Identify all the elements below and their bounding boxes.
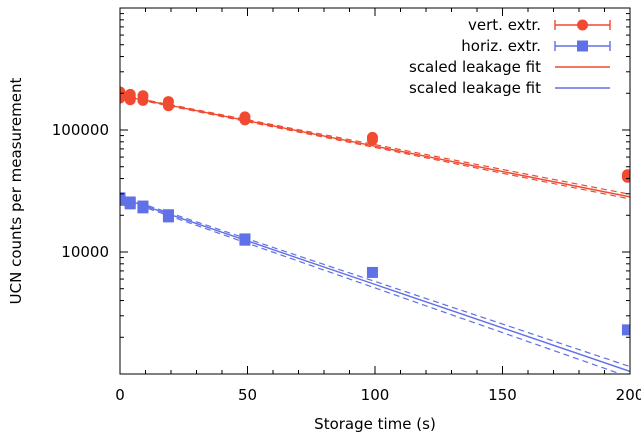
plot-area: [120, 86, 630, 374]
plot-frame: [119, 7, 631, 375]
data-point-circle: [162, 100, 174, 112]
data-point-square: [137, 202, 149, 214]
data-point-circle: [124, 94, 136, 106]
axis-ticks: 0 50 100 150 200 10000 100000: [52, 8, 641, 404]
legend-label: scaled leakage fit: [409, 58, 541, 76]
data-point-circle: [137, 94, 149, 106]
legend-label: horiz. extr.: [461, 37, 541, 55]
data-point-square: [239, 234, 251, 246]
y-tick-label: 100000: [52, 121, 109, 139]
fit-band-upper: [120, 195, 630, 368]
data-point-square: [366, 266, 378, 278]
legend: vert. extr. horiz. extr. scaled leakage fi…: [409, 16, 611, 97]
data-point-circle: [366, 134, 378, 146]
x-tick-label: 50: [238, 386, 257, 404]
data-point-square: [162, 211, 174, 223]
data-point-square: [120, 194, 126, 206]
fit-band-lower: [120, 198, 623, 374]
y-tick-label: 10000: [61, 243, 109, 261]
x-tick-label: 150: [488, 386, 517, 404]
data-point-circle: [621, 171, 630, 183]
data-point-circle: [239, 114, 251, 126]
fit-line-center: [120, 196, 630, 373]
data-point-square: [124, 198, 136, 210]
legend-label: scaled leakage fit: [409, 79, 541, 97]
x-tick-label: 0: [115, 386, 125, 404]
legend-marker-square: [577, 40, 588, 52]
legend-marker-circle: [577, 19, 588, 31]
x-axis-label: Storage time (s): [314, 415, 436, 433]
x-tick-label: 200: [616, 386, 641, 404]
data-point-circle: [120, 92, 126, 104]
data-point-square: [621, 324, 630, 336]
fit-line-center: [120, 94, 630, 198]
fit-band-lower: [120, 95, 630, 200]
fit-band-upper: [120, 94, 630, 195]
x-tick-label: 100: [361, 386, 390, 404]
legend-label: vert. extr.: [468, 16, 541, 34]
y-axis-label: UCN counts per measurement: [7, 78, 25, 305]
